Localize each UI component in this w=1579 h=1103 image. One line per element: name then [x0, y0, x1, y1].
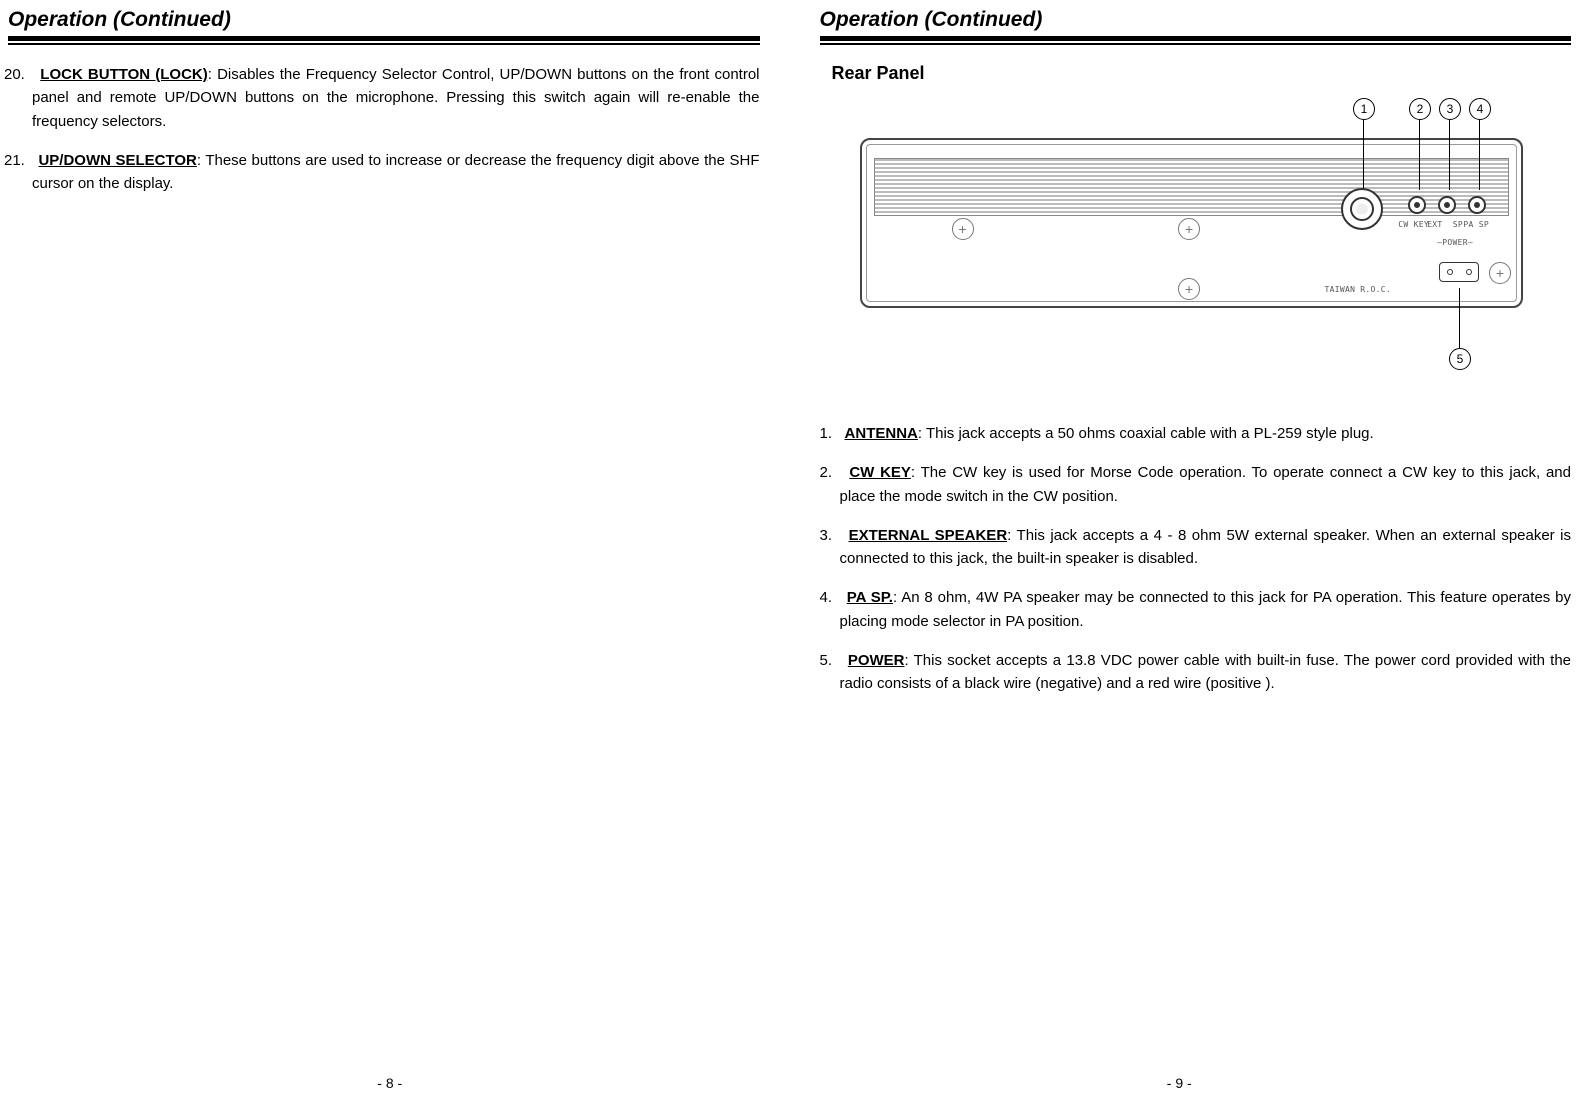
- lead-1: [1363, 120, 1364, 190]
- screw-mid-top: [1178, 218, 1200, 240]
- pa-sp-jack: [1468, 196, 1486, 214]
- callout-5: 5: [1449, 348, 1471, 370]
- rear-item-5-text: : This socket accepts a 13.8 VDC power c…: [840, 652, 1572, 692]
- cw-key-jack: [1408, 196, 1426, 214]
- antenna-jack: [1341, 188, 1383, 230]
- right-page: Operation (Continued) Rear Panel 1 2 3 4…: [780, 0, 1579, 1103]
- rear-item-5: 5. POWER: This socket accepts a 13.8 VDC…: [820, 649, 1572, 696]
- rear-item-4-text: : An 8 ohm, 4W PA speaker may be connect…: [840, 589, 1572, 629]
- right-heading: Operation (Continued): [820, 8, 1572, 32]
- lead-3: [1449, 120, 1450, 190]
- rear-item-3-term: EXTERNAL SPEAKER: [849, 527, 1008, 544]
- item-20: 20. LOCK BUTTON (LOCK): Disables the Fre…: [8, 63, 760, 133]
- rear-item-5-num: 5.: [820, 652, 833, 669]
- rear-item-4: 4. PA SP.: An 8 ohm, 4W PA speaker may b…: [820, 586, 1572, 633]
- rear-panel-subhead: Rear Panel: [832, 63, 1572, 84]
- rear-item-4-num: 4.: [820, 589, 833, 606]
- label-taiwan: TAIWAN R.O.C.: [1324, 285, 1391, 294]
- callout-3: 3: [1439, 98, 1461, 120]
- screw-mid-bottom: [1178, 278, 1200, 300]
- left-rule: [8, 36, 760, 45]
- rear-item-2-num: 2.: [820, 464, 833, 481]
- label-cwkey: CW KEY: [1398, 220, 1429, 229]
- rear-panel-diagram: 1 2 3 4 CW KEY EXT SP PA SP –POWER– TAIW…: [860, 98, 1524, 388]
- left-page-number: - 8 -: [0, 1075, 780, 1091]
- callout-1: 1: [1353, 98, 1375, 120]
- rear-item-2: 2. CW KEY: The CW key is used for Morse …: [820, 461, 1572, 508]
- item-21-num: 21.: [4, 152, 25, 169]
- rear-item-4-term: PA SP.: [847, 589, 893, 606]
- rear-item-2-text: : The CW key is used for Morse Code oper…: [840, 464, 1572, 504]
- item-21-term: UP/DOWN SELECTOR: [38, 152, 196, 169]
- callout-2: 2: [1409, 98, 1431, 120]
- ext-sp-jack: [1438, 196, 1456, 214]
- rear-panel-body: CW KEY EXT SP PA SP –POWER– TAIWAN R.O.C…: [860, 138, 1524, 308]
- item-20-term: LOCK BUTTON (LOCK): [40, 66, 207, 83]
- screw-right: [1489, 262, 1511, 284]
- rear-item-3-num: 3.: [820, 527, 833, 544]
- rear-item-1-num: 1.: [820, 425, 833, 442]
- left-page: Operation (Continued) 20. LOCK BUTTON (L…: [0, 0, 780, 1103]
- label-pasp: PA SP: [1463, 220, 1489, 229]
- rear-item-2-term: CW KEY: [849, 464, 911, 481]
- left-heading: Operation (Continued): [8, 8, 760, 32]
- right-rule: [820, 36, 1572, 45]
- label-extsp: EXT SP: [1427, 220, 1463, 229]
- power-socket: [1439, 262, 1479, 282]
- rear-item-1: 1. ANTENNA: This jack accepts a 50 ohms …: [820, 422, 1572, 445]
- rear-item-1-text: : This jack accepts a 50 ohms coaxial ca…: [918, 425, 1374, 442]
- item-21: 21. UP/DOWN SELECTOR: These buttons are …: [8, 149, 760, 196]
- screw-left: [952, 218, 974, 240]
- right-page-number: - 9 -: [780, 1075, 1579, 1091]
- lead-2: [1419, 120, 1420, 190]
- item-20-num: 20.: [4, 66, 25, 83]
- rear-item-5-term: POWER: [848, 652, 905, 669]
- rear-item-3: 3. EXTERNAL SPEAKER: This jack accepts a…: [820, 524, 1572, 571]
- lead-5: [1459, 288, 1460, 348]
- label-power: –POWER–: [1437, 238, 1473, 247]
- rear-item-1-term: ANTENNA: [845, 425, 918, 442]
- callout-4: 4: [1469, 98, 1491, 120]
- lead-4: [1479, 120, 1480, 190]
